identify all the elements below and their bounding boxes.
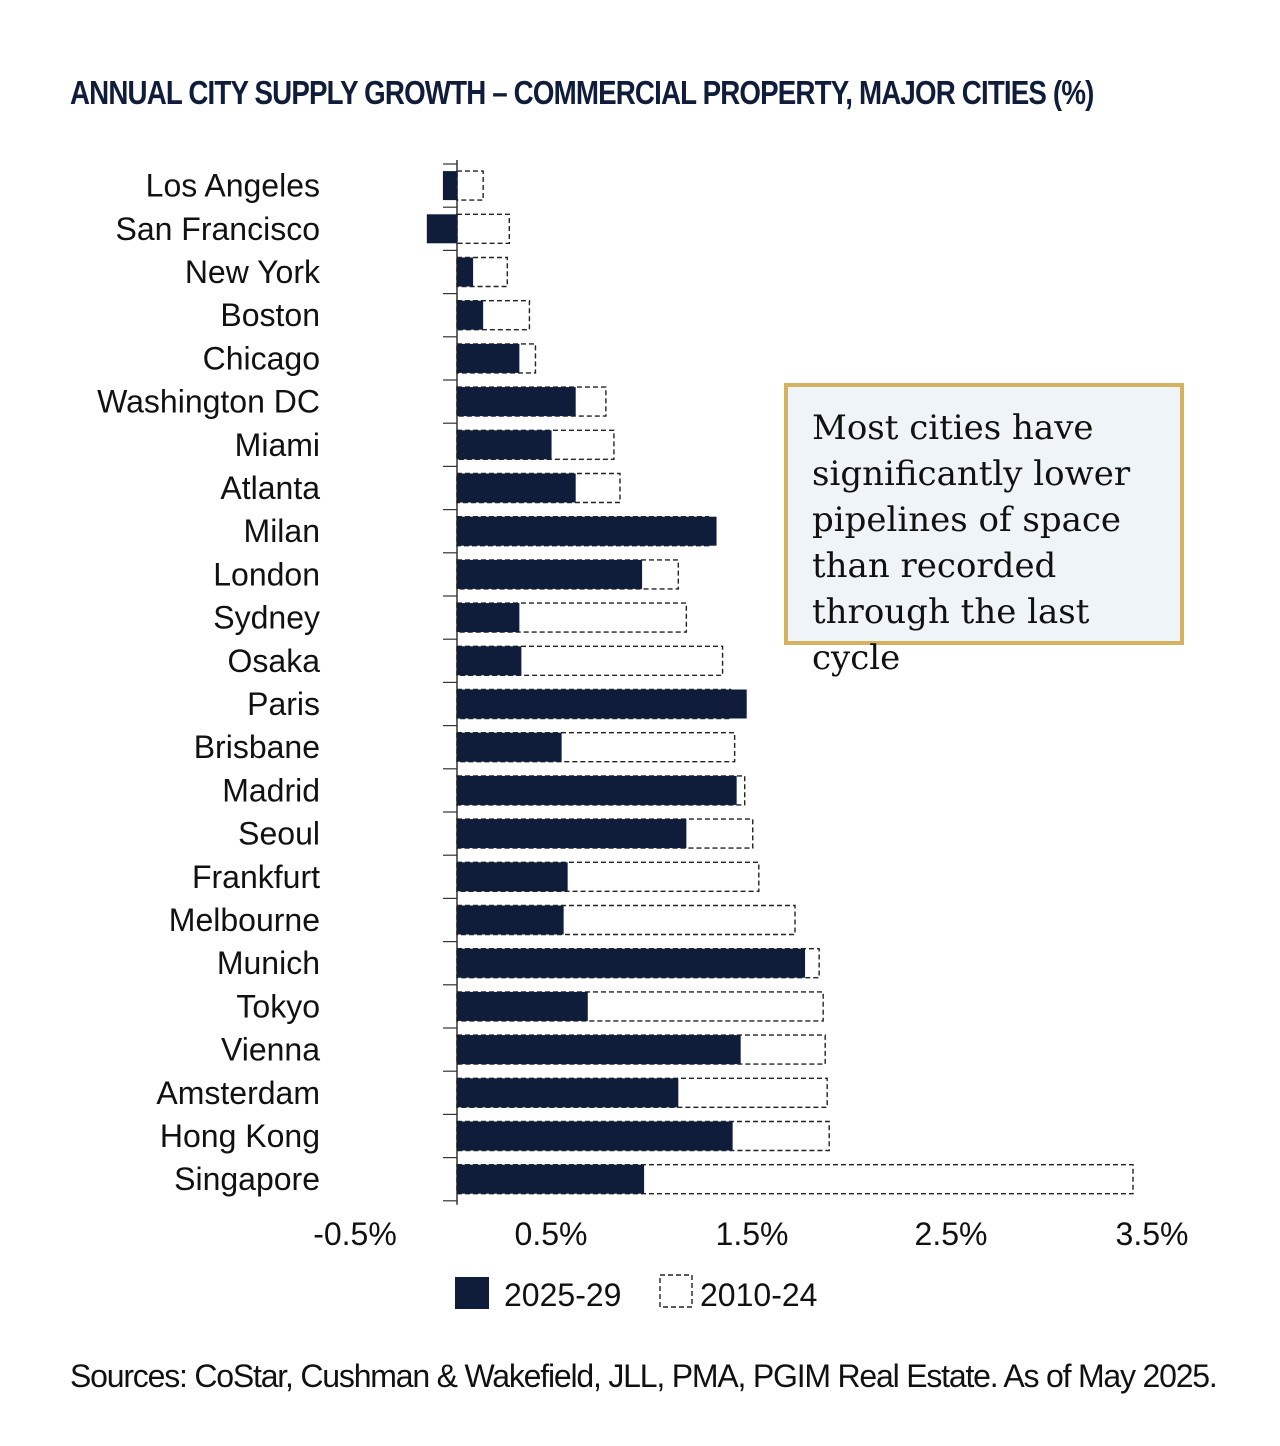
category-label: Sydney	[213, 600, 320, 636]
callout-text: Most cities have significantly lower pip…	[812, 408, 1131, 678]
category-label: Melbourne	[169, 902, 320, 938]
bar-2025-29	[457, 905, 564, 935]
category-label: Singapore	[174, 1161, 320, 1197]
callout-box: Most cities have significantly lower pip…	[784, 383, 1184, 678]
category-label: Hong Kong	[160, 1118, 320, 1154]
category-label: Atlanta	[220, 470, 320, 506]
legend-swatch-2010-24	[659, 1274, 693, 1308]
legend-label-2010-24: 2010-24	[700, 1277, 817, 1313]
bar-2010-24	[456, 861, 760, 892]
bar-2025-29	[457, 646, 522, 676]
category-label: Miami	[235, 427, 320, 463]
bar-2025-29	[457, 1164, 645, 1194]
bar-2025-29	[457, 948, 806, 978]
category-label: Chicago	[203, 340, 320, 376]
category-label: Frankfurt	[192, 859, 320, 895]
bar-2025-29	[457, 300, 484, 330]
bar-2025-29	[457, 343, 520, 373]
bar-2025-29	[457, 473, 576, 503]
category-label: Paris	[247, 686, 320, 722]
bar-2025-29	[457, 603, 520, 633]
bar-2025-29	[457, 1078, 679, 1108]
bar-2010-24	[456, 904, 796, 936]
bar-2025-29	[442, 171, 457, 201]
chart-title: ANNUAL CITY SUPPLY GROWTH – COMMERCIAL P…	[70, 74, 1094, 111]
bar-2025-29	[457, 732, 562, 762]
bar-2010-24	[456, 170, 484, 201]
category-label: Amsterdam	[156, 1075, 320, 1111]
bar-2010-24	[456, 645, 724, 676]
bar-2025-29	[457, 430, 552, 460]
x-tick-label: 0.5%	[515, 1216, 588, 1252]
bar-2010-24	[456, 991, 824, 1022]
bar-2010-24	[456, 732, 736, 763]
bar-2025-29	[457, 559, 643, 589]
bar-2010-24	[456, 213, 511, 245]
category-label: Washington DC	[97, 384, 320, 420]
legend-label-2025-29: 2025-29	[504, 1277, 621, 1313]
bar-2025-29	[457, 257, 474, 287]
category-label: New York	[185, 254, 321, 290]
x-tick-label: 2.5%	[915, 1216, 988, 1252]
legend-swatch-2025-29	[455, 1277, 489, 1309]
category-label: Brisbane	[194, 729, 320, 765]
bar-2025-29	[457, 1035, 741, 1065]
category-label: Seoul	[238, 816, 320, 852]
category-label: Los Angeles	[146, 168, 320, 204]
bar-2025-29	[457, 862, 568, 892]
bar-2025-29	[426, 214, 457, 244]
x-tick-label: 1.5%	[716, 1216, 789, 1252]
category-label: Madrid	[222, 772, 320, 808]
bar-2010-24	[456, 602, 688, 633]
x-tick-label: -0.5%	[313, 1216, 397, 1252]
bar-2025-29	[457, 1121, 733, 1151]
bar-2025-29	[457, 775, 737, 805]
bar-2025-29	[457, 689, 747, 719]
category-label: Boston	[220, 297, 320, 333]
category-label: Milan	[244, 513, 320, 549]
category-label: Vienna	[221, 1032, 320, 1068]
category-label: San Francisco	[115, 211, 320, 247]
x-tick-label: 3.5%	[1116, 1216, 1189, 1252]
category-label: Munich	[217, 945, 320, 981]
category-label: London	[213, 556, 320, 592]
category-label: Osaka	[228, 643, 321, 679]
source-note: Sources: CoStar, Cushman & Wakefield, JL…	[70, 1358, 1218, 1394]
bar-2025-29	[457, 991, 588, 1021]
bar-2025-29	[457, 516, 717, 546]
bar-2025-29	[457, 387, 576, 417]
category-label: Tokyo	[236, 988, 320, 1024]
bar-2025-29	[457, 819, 687, 849]
